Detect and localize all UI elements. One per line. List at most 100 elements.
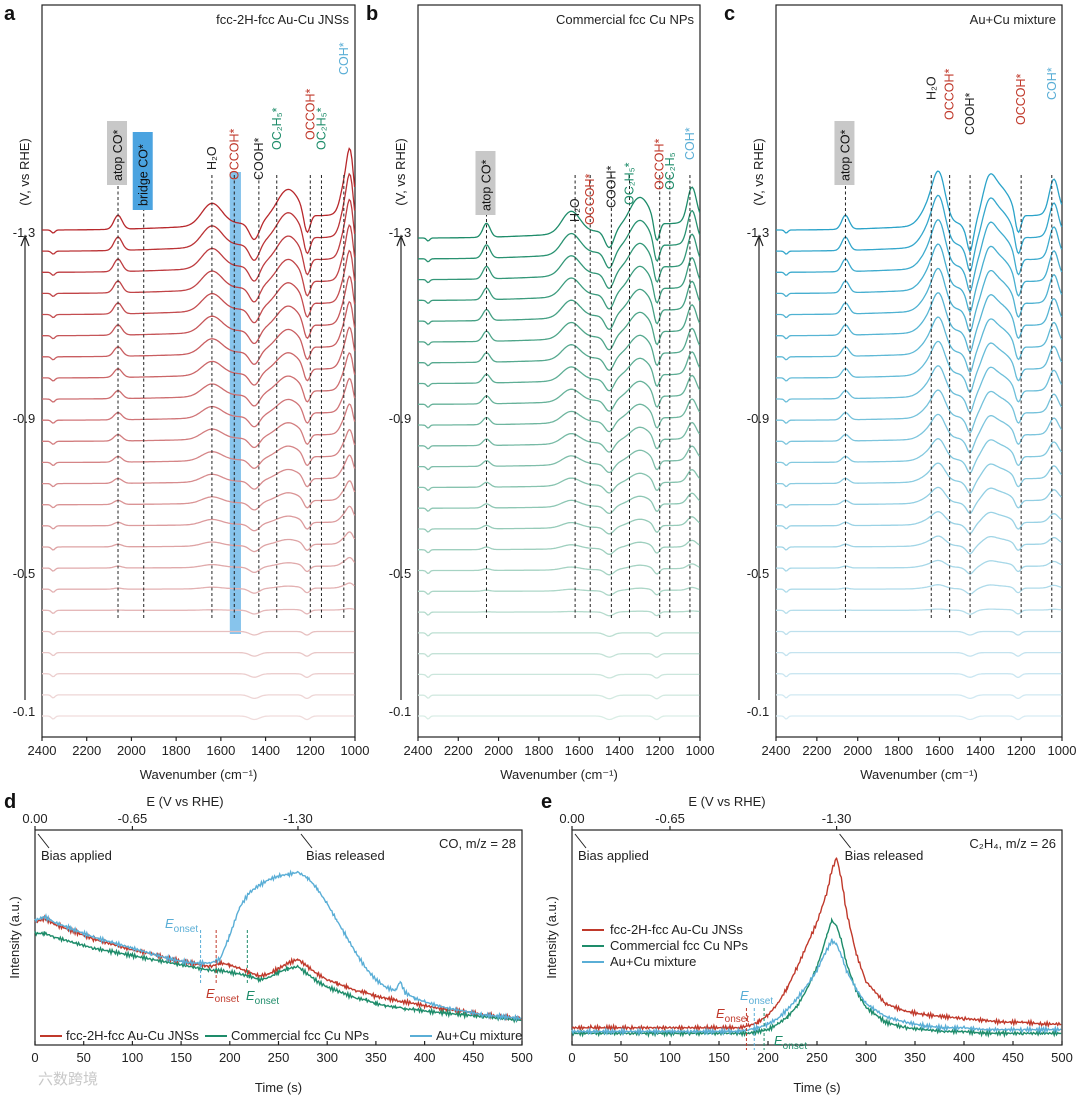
panel-b-xtick-label: 2400	[404, 743, 433, 758]
panel-b-spectrum-21	[418, 653, 700, 658]
panel-b-peak-label-4: COOH*	[604, 166, 618, 209]
panel-e-xtick-label: 300	[855, 1050, 877, 1065]
panel-d-xtick-label: 300	[316, 1050, 338, 1065]
panel-b-title: Commercial fcc Cu NPs	[556, 12, 694, 27]
panel-b-xtick-label: 1000	[686, 743, 715, 758]
panel-a-spectrum-12	[42, 428, 356, 469]
panel-a-letter: a	[4, 3, 16, 25]
panel-b-spectrum-3	[418, 233, 701, 290]
panel-a-peak-label-8: OC₂H₅*	[314, 107, 328, 150]
panel-e-top-tick-label: -1.30	[822, 811, 852, 826]
panel-c-xtick-label: 1600	[925, 743, 954, 758]
panel-a-xtick-label: 1000	[341, 743, 370, 758]
panel-a-spectrum-4	[42, 224, 356, 303]
panel-b-spectrum-20	[418, 632, 700, 638]
panel-b-peak-label-8: COH*	[683, 127, 697, 160]
watermark: 六数跨境	[38, 1070, 98, 1088]
panel-b-peak-box-1	[475, 151, 496, 215]
panel-a-ytick-label: -0.1	[13, 704, 35, 719]
panel-a-ytick-label: -0.5	[13, 566, 35, 581]
panel-a-spectrum-10	[42, 377, 356, 428]
panel-c-title: Au+Cu mixture	[970, 12, 1056, 27]
panel-a-peak-label-5: COOH*	[252, 138, 266, 181]
panel-c-spectrum-2	[776, 194, 1063, 273]
panel-b-xtick-label: 1400	[605, 743, 634, 758]
panel-e-onset-label-1: Eonset	[740, 988, 773, 1007]
panel-c-spectrum-5	[776, 267, 1063, 333]
panel-a-spectrum-9	[42, 352, 356, 407]
panel-b-ytick-label: -0.1	[389, 704, 411, 719]
panel-d-letter: d	[4, 791, 16, 813]
panel-a-spectrum-18	[42, 582, 355, 594]
panel-a-peak-label-6: OC₂H₅*	[270, 107, 284, 150]
panel-e: e E (V vs RHE) 0.00 -0.65 -1.30 Bias applied B…	[541, 791, 1073, 1095]
panel-b-peak-label-5: OC₂H₅*	[623, 162, 637, 205]
panel-a-spectrum-1	[42, 147, 356, 241]
panel-c-peak-label-6: COH*	[1045, 67, 1059, 100]
panel-b-spectrum-12	[418, 445, 701, 474]
panel-b-spectrum-18	[418, 586, 700, 596]
panel-c-letter: c	[724, 3, 735, 25]
panel-c-peak-label-4: COOH*	[963, 93, 977, 136]
panel-c-spectrum-23	[776, 694, 1062, 700]
panel-d-onset-label-2: Eonset	[206, 986, 239, 1005]
panel-e-onset-label-3: Eonset	[774, 1033, 807, 1052]
panel-e-xtick-label: 250	[806, 1050, 828, 1065]
panel-c-spectrum-6	[776, 292, 1063, 353]
panel-e-arrow-released	[839, 833, 851, 849]
panel-a-xtick-label: 2000	[117, 743, 146, 758]
panel-c-xtick-label: 1800	[884, 743, 913, 758]
panel-b-spectrum-17	[418, 563, 700, 576]
panel-e-legend-label-3: Au+Cu mixture	[610, 954, 696, 969]
panel-a-spectrum-13	[42, 454, 356, 490]
panel-c: c Au+Cu mixture 2400 2200 2000 1800 1600 1400 12…	[724, 3, 1076, 782]
panel-a-xtick-label: 1800	[162, 743, 191, 758]
panel-c-spectrum-21	[776, 651, 1062, 657]
panel-b-xtick-label: 1800	[524, 743, 553, 758]
panel-e-xtick-label: 350	[904, 1050, 926, 1065]
panel-e-xtick-label: 0	[568, 1050, 575, 1065]
panel-d-top-tick-label: -0.65	[118, 811, 148, 826]
panel-b-spectrum-10	[418, 398, 701, 433]
panel-a-spectrum-8	[42, 326, 356, 386]
panel-a-spectrum-11	[42, 403, 356, 449]
panel-e-xtick-label: 500	[1051, 1050, 1073, 1065]
panel-b: b Commercial fcc Cu NPs 2400 2200 2000 1800 16…	[366, 3, 714, 782]
panel-c-spectrum-20	[776, 630, 1062, 636]
panel-a-xtick-label: 1600	[206, 743, 235, 758]
panel-b-peak-label-7: OC₂H₅	[663, 152, 677, 190]
panel-d: d E (V vs RHE) 0.00 -0.65 -1.30 Bias applied B…	[4, 791, 533, 1095]
panel-c-xlabel: Wavenumber (cm⁻¹)	[860, 767, 978, 782]
panel-a-xtick-label: 1200	[296, 743, 325, 758]
panel-c-ylabel: (V, vs RHE)	[751, 138, 766, 205]
panel-a-spectrum-5	[42, 249, 356, 324]
panel-d-arrow-released	[300, 833, 313, 849]
panel-d-ylabel: Intensity (a.u.)	[7, 896, 22, 978]
panel-d-arrow-applied	[37, 833, 50, 849]
panel-a-peak-label-3: H₂O	[205, 146, 219, 170]
panel-d-top-tick-label: 0.00	[22, 811, 47, 826]
panel-d-xtick-label: 150	[170, 1050, 192, 1065]
panel-a-spectrum-21	[42, 651, 355, 657]
panel-c-xtick-label: 1400	[966, 743, 995, 758]
panel-e-letter: e	[541, 791, 552, 813]
panel-b-peak-label-1: atop CO*	[479, 159, 493, 211]
panel-d-note-bias-applied: Bias applied	[41, 848, 112, 863]
panel-d-xtick-label: 0	[31, 1050, 38, 1065]
panel-a-peak-label-2: bridge CO*	[137, 144, 151, 206]
panel-a-spectrum-3	[42, 198, 356, 282]
panel-d-xtick-label: 200	[219, 1050, 241, 1065]
panel-a-spectrum-22	[42, 673, 355, 678]
panel-c-spectrum-24	[776, 715, 1062, 721]
panel-b-ytick-label: -1.3	[389, 225, 411, 240]
panel-c-spectrum-11	[776, 413, 1063, 454]
panel-c-ytick-label: -0.5	[747, 566, 769, 581]
panel-c-frame	[775, 4, 1063, 738]
panel-c-peak-label-1: atop CO*	[838, 129, 852, 181]
panel-e-legend-label-1: fcc-2H-fcc Au-Cu JNSs	[610, 922, 743, 937]
panel-a-spectrum-19	[42, 607, 355, 615]
panel-c-spectrum-1	[776, 170, 1063, 253]
panel-e-top-tick-label: 0.00	[559, 811, 584, 826]
panel-a-spectrum-15	[42, 505, 356, 532]
panel-a-xtick-label: 2400	[28, 743, 57, 758]
